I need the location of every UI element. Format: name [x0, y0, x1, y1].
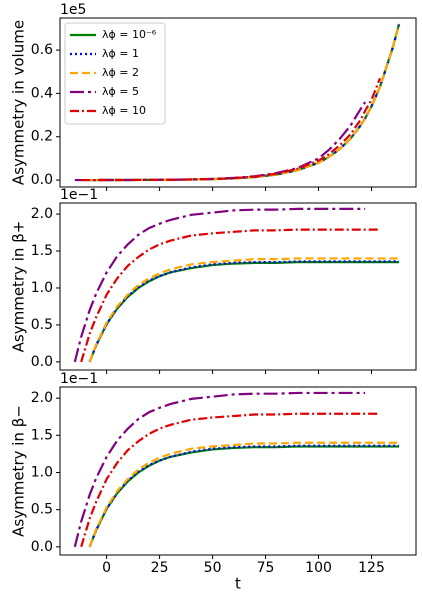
series-line [81, 77, 382, 182]
series-line [73, 207, 366, 363]
offset-text: 1e−1 [60, 371, 98, 387]
series-line [88, 444, 400, 548]
axes-frame [59, 17, 417, 188]
x-tick-label: 50 [204, 560, 222, 576]
panel: 0.0 0.5 1.0 1.5 2.0 0 25 50 75 100 125 1e−1 Asymmetr… [10, 371, 417, 593]
y-axis-label: Asymmetry in volume [10, 20, 28, 185]
x-tick-label: 0 [102, 560, 111, 576]
y-tick-label: 0.0 [31, 354, 53, 370]
legend-label: λϕ = 5 [102, 85, 139, 98]
series-line [88, 260, 400, 363]
y-tick-label: 0.6 [31, 42, 53, 58]
panel: 0.0 0.5 1.0 1.5 2.0 1e−1 Asymmetry in β+ [10, 187, 417, 374]
y-tick-label: 0.2 [31, 129, 53, 145]
panel: 0.0 0.2 0.4 0.6 1e5 Asymmetry in volume λϕ = 1… [10, 2, 417, 191]
y-tick-label: 2.0 [31, 206, 53, 222]
y-tick-label: 1.5 [31, 243, 53, 259]
x-axis-label: t [235, 575, 241, 593]
y-axis-label: Asymmetry in β+ [10, 221, 28, 353]
series-line [88, 441, 400, 548]
y-tick-label: 0.0 [31, 172, 53, 188]
legend-box [64, 22, 166, 125]
legend-label: λϕ = 10⁻⁶ [102, 28, 157, 41]
legend-label: λϕ = 1 [102, 47, 139, 60]
series-line [80, 228, 380, 363]
offset-text: 1e−1 [60, 187, 98, 203]
y-tick-label: 1.0 [31, 464, 53, 480]
x-tick-label: 100 [305, 560, 332, 576]
y-tick-label: 1.0 [31, 280, 53, 296]
series-line [88, 257, 400, 363]
series-line [88, 261, 400, 363]
legend-label: λϕ = 10 [102, 104, 146, 117]
y-tick-label: 1.5 [31, 427, 53, 443]
y-tick-label: 0.5 [31, 502, 53, 518]
legend: λϕ = 10⁻⁶ λϕ = 1 λϕ = 2 λϕ = 5 λϕ = 10 [64, 22, 166, 125]
offset-text: 1e5 [60, 2, 86, 18]
axes-frame [59, 386, 417, 556]
y-axis-label: Asymmetry in β− [10, 405, 28, 537]
x-tick-label: 75 [257, 560, 275, 576]
legend-label: λϕ = 2 [102, 66, 139, 79]
y-tick-label: 2.0 [31, 390, 53, 406]
y-tick-label: 0.0 [31, 539, 53, 555]
series-line [80, 412, 380, 548]
y-tick-label: 0.5 [31, 317, 53, 333]
axes-frame [59, 202, 417, 371]
series-line [73, 391, 366, 548]
x-tick-label: 25 [151, 560, 169, 576]
x-tick-label: 125 [358, 560, 385, 576]
y-tick-label: 0.4 [31, 85, 53, 101]
series-line [88, 445, 400, 548]
